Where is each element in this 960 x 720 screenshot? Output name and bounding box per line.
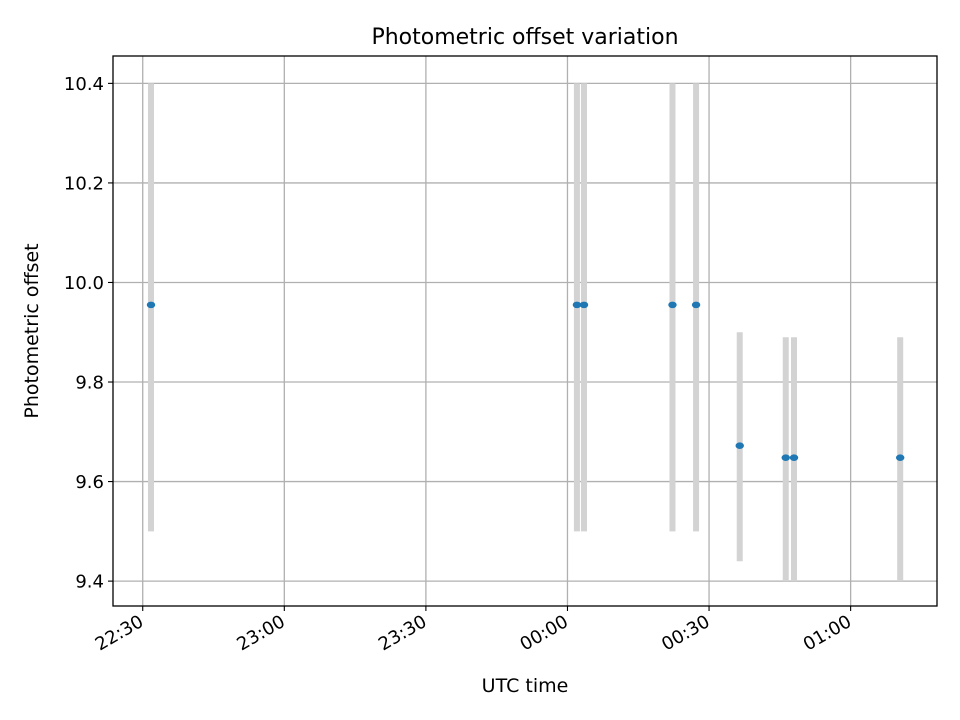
data-point: [579, 301, 589, 309]
y-tick-label: 9.4: [75, 572, 104, 593]
y-tick-label: 9.8: [75, 373, 104, 394]
y-tick-label: 10.4: [64, 74, 104, 95]
data-point: [572, 301, 582, 309]
data-point: [691, 301, 701, 309]
data-point: [735, 442, 744, 450]
x-axis-label: UTC time: [482, 675, 569, 697]
error-bars: [147, 83, 904, 582]
x-tick-label: 00:00: [517, 611, 572, 655]
data-points: [146, 301, 905, 461]
chart-title: Photometric offset variation: [371, 25, 678, 50]
y-tick-label: 10.2: [64, 173, 104, 194]
x-tick-label: 23:30: [375, 611, 430, 655]
data-point: [781, 454, 790, 461]
data-point: [146, 301, 156, 309]
x-tick-label: 22:30: [92, 611, 147, 655]
y-tick-label: 10.0: [64, 273, 104, 294]
x-tick-label: 00:30: [658, 611, 713, 655]
data-point: [895, 454, 905, 461]
x-tick-label: 01:00: [800, 611, 855, 655]
y-tick-label: 9.6: [75, 472, 104, 493]
y-axis-label: Photometric offset: [21, 243, 43, 418]
data-point: [789, 454, 799, 461]
x-tick-label: 23:00: [233, 611, 288, 655]
grid-lines: [113, 56, 937, 606]
plot-area-frame: [112, 55, 938, 607]
axis-ticks: 22:30 23:00 23:30 00:00 00:30 01:00 9.4 9.6 9.8 1…: [64, 74, 855, 655]
data-point: [668, 301, 677, 309]
